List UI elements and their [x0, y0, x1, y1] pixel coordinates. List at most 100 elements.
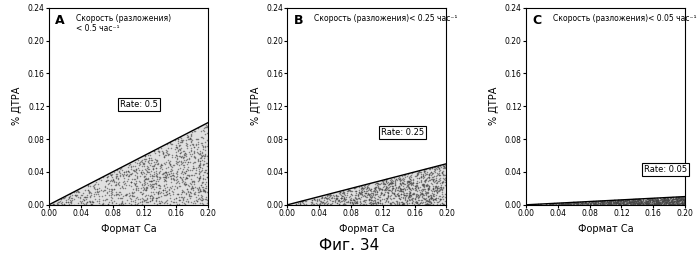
Point — [433, 184, 444, 188]
Point — [198, 189, 209, 193]
Point — [653, 201, 664, 205]
Point — [668, 197, 679, 201]
Point — [585, 202, 596, 206]
Point — [621, 202, 633, 206]
Point — [412, 172, 424, 176]
Point — [612, 199, 623, 204]
Point — [406, 201, 417, 205]
Point — [660, 200, 671, 204]
Point — [172, 179, 183, 183]
Point — [659, 202, 670, 207]
Point — [182, 135, 194, 139]
Point — [383, 182, 394, 186]
Point — [379, 184, 390, 188]
Point — [392, 186, 403, 190]
Point — [626, 200, 637, 204]
Point — [423, 183, 434, 187]
Point — [621, 198, 633, 202]
Point — [171, 160, 182, 164]
Point — [646, 197, 657, 201]
Point — [677, 200, 688, 205]
Point — [194, 186, 205, 190]
Point — [395, 182, 406, 186]
Point — [312, 202, 323, 206]
Point — [610, 201, 621, 205]
Point — [672, 199, 684, 203]
Point — [548, 202, 559, 207]
Point — [391, 192, 403, 196]
Point — [393, 194, 404, 198]
Point — [593, 201, 604, 205]
Point — [129, 164, 140, 168]
Point — [131, 176, 143, 180]
Point — [431, 180, 442, 185]
Point — [400, 175, 411, 179]
Point — [143, 183, 154, 187]
Point — [168, 178, 180, 182]
Point — [181, 176, 192, 180]
Point — [331, 196, 342, 200]
Point — [375, 192, 387, 196]
Point — [108, 199, 120, 203]
Point — [662, 202, 673, 207]
Point — [674, 198, 685, 202]
Point — [577, 201, 588, 205]
Point — [186, 186, 197, 190]
Point — [379, 188, 390, 192]
Point — [382, 189, 394, 194]
Point — [572, 200, 584, 204]
Point — [432, 200, 443, 204]
Point — [396, 187, 407, 191]
Point — [641, 200, 652, 204]
Point — [356, 186, 368, 190]
Point — [611, 201, 622, 205]
Point — [644, 197, 656, 201]
Point — [614, 201, 626, 205]
Point — [162, 165, 173, 169]
Point — [196, 151, 208, 155]
Point — [434, 198, 445, 202]
Point — [571, 202, 582, 206]
Point — [636, 200, 647, 205]
Point — [198, 127, 209, 132]
Point — [144, 184, 155, 188]
Point — [177, 190, 188, 194]
Point — [403, 185, 414, 189]
Point — [91, 192, 102, 196]
Point — [574, 202, 585, 206]
Point — [582, 202, 593, 206]
Point — [107, 179, 118, 183]
Point — [142, 169, 153, 173]
Point — [432, 189, 443, 193]
Point — [101, 175, 113, 179]
Point — [389, 192, 400, 196]
Point — [551, 201, 562, 205]
Point — [148, 164, 159, 168]
Point — [617, 199, 628, 204]
Point — [660, 198, 671, 202]
Point — [604, 199, 615, 203]
Point — [178, 158, 189, 163]
Point — [380, 186, 391, 190]
Point — [672, 195, 683, 199]
Point — [651, 198, 663, 202]
Point — [436, 192, 447, 196]
Point — [202, 125, 213, 129]
Point — [197, 173, 208, 177]
Point — [671, 202, 682, 206]
Point — [345, 200, 356, 204]
Point — [660, 196, 671, 200]
Point — [628, 200, 640, 205]
Point — [181, 173, 192, 177]
Point — [136, 172, 147, 176]
Point — [605, 200, 617, 204]
Point — [85, 191, 96, 195]
Point — [327, 193, 338, 197]
Point — [189, 166, 200, 170]
Point — [404, 180, 415, 185]
Point — [607, 199, 619, 204]
Point — [183, 173, 194, 177]
Point — [623, 201, 634, 206]
Point — [187, 186, 199, 190]
Point — [591, 202, 603, 206]
